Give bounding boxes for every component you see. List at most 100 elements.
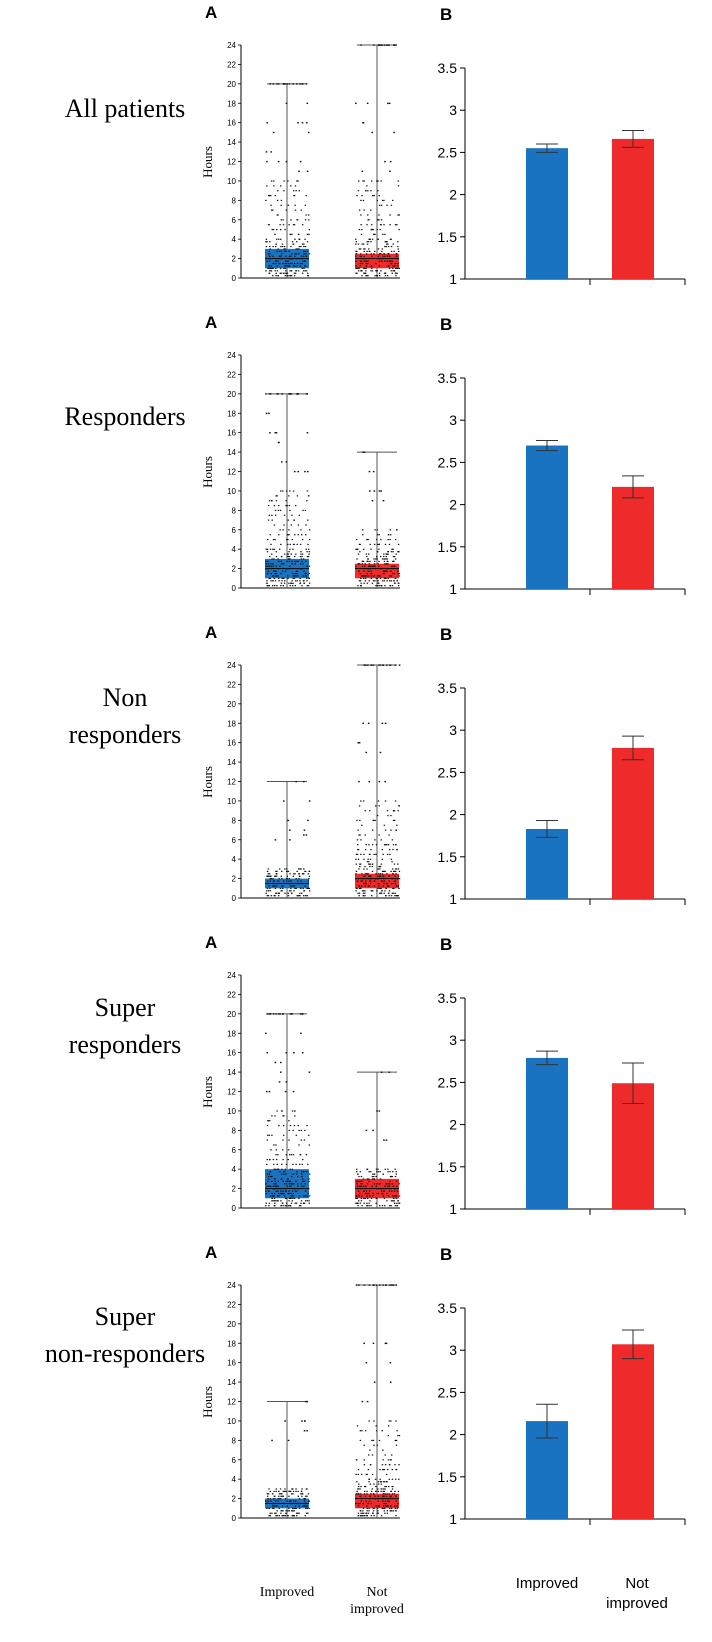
data-point xyxy=(299,555,302,558)
data-point xyxy=(277,258,279,260)
data-point xyxy=(381,880,384,882)
data-point xyxy=(290,245,292,248)
data-point xyxy=(366,275,368,277)
data-point xyxy=(393,1493,396,1495)
data-point xyxy=(280,560,283,563)
data-point xyxy=(363,1342,365,1345)
data-point xyxy=(290,880,292,882)
data-point xyxy=(302,558,305,560)
data-point xyxy=(382,1195,385,1197)
data-point xyxy=(359,1495,361,1497)
data-point xyxy=(357,563,360,565)
data-point xyxy=(265,1190,267,1192)
data-point xyxy=(387,1168,389,1170)
data-point xyxy=(298,1197,300,1199)
data-point xyxy=(274,538,276,541)
data-point xyxy=(268,873,271,875)
data-point xyxy=(305,253,307,255)
data-point xyxy=(275,882,278,885)
data-point xyxy=(377,1510,379,1512)
data-point xyxy=(392,848,394,851)
data-point xyxy=(272,1493,274,1495)
data-point xyxy=(381,250,383,253)
data-point xyxy=(297,470,300,473)
data-point xyxy=(290,270,293,272)
data-point xyxy=(361,170,364,173)
data-point xyxy=(360,199,362,202)
y-tick-label: 10 xyxy=(227,1417,236,1426)
data-point xyxy=(289,270,291,272)
data-point xyxy=(397,241,399,243)
data-point xyxy=(278,504,280,507)
data-point xyxy=(390,1507,393,1509)
data-point xyxy=(285,878,288,880)
data-point xyxy=(299,83,301,85)
data-point xyxy=(287,1205,290,1207)
data-point xyxy=(366,1202,368,1204)
data-point xyxy=(389,1464,391,1466)
data-point xyxy=(304,575,307,577)
data-point xyxy=(392,1197,395,1199)
data-point xyxy=(377,1505,379,1507)
data-point xyxy=(381,870,384,873)
data-point xyxy=(307,887,309,889)
data-point xyxy=(365,265,368,267)
data-point xyxy=(275,238,278,240)
data-point xyxy=(380,555,382,558)
data-point xyxy=(371,565,373,567)
data-point xyxy=(266,870,269,873)
data-point xyxy=(304,534,307,536)
data-point xyxy=(394,1195,396,1197)
data-point xyxy=(394,265,396,267)
data-point xyxy=(275,272,277,274)
data-point xyxy=(363,209,365,211)
data-point xyxy=(299,582,302,584)
data-point xyxy=(375,1284,378,1286)
data-point xyxy=(298,1512,300,1514)
data-point xyxy=(291,585,294,587)
data-point xyxy=(361,1205,363,1207)
data-point xyxy=(283,248,285,250)
data-point xyxy=(385,1495,388,1497)
data-point xyxy=(281,1515,283,1517)
data-point xyxy=(382,1173,385,1175)
data-point xyxy=(375,1505,377,1507)
data-point xyxy=(381,1205,384,1207)
data-point xyxy=(288,1120,290,1122)
data-point xyxy=(379,1468,381,1471)
data-point xyxy=(277,1498,279,1500)
data-point xyxy=(380,204,383,206)
data-point xyxy=(289,1500,291,1502)
data-point xyxy=(395,1500,397,1502)
data-point xyxy=(376,1444,379,1446)
data-point xyxy=(308,565,311,567)
data-point xyxy=(274,875,276,877)
data-point xyxy=(373,563,376,565)
data-point xyxy=(285,209,288,211)
data-point xyxy=(372,1284,375,1286)
data-point xyxy=(377,868,379,870)
data-point xyxy=(276,250,278,253)
data-point xyxy=(278,1081,281,1083)
data-point xyxy=(384,890,386,892)
data-point xyxy=(382,1488,385,1490)
data-point xyxy=(371,829,374,831)
data-point xyxy=(389,255,391,257)
data-point xyxy=(305,1171,308,1173)
data-point xyxy=(299,868,301,870)
data-point xyxy=(276,495,278,497)
data-point xyxy=(294,1190,297,1192)
data-point xyxy=(273,1144,275,1146)
data-point xyxy=(308,582,311,584)
data-point xyxy=(282,1124,285,1127)
data-point xyxy=(366,582,369,584)
data-point xyxy=(363,853,365,856)
data-point xyxy=(374,529,376,531)
data-point xyxy=(265,563,267,565)
data-point xyxy=(374,568,377,570)
data-point xyxy=(375,1185,378,1187)
data-point xyxy=(387,560,389,563)
data-point xyxy=(301,1173,303,1175)
data-point xyxy=(266,875,268,877)
